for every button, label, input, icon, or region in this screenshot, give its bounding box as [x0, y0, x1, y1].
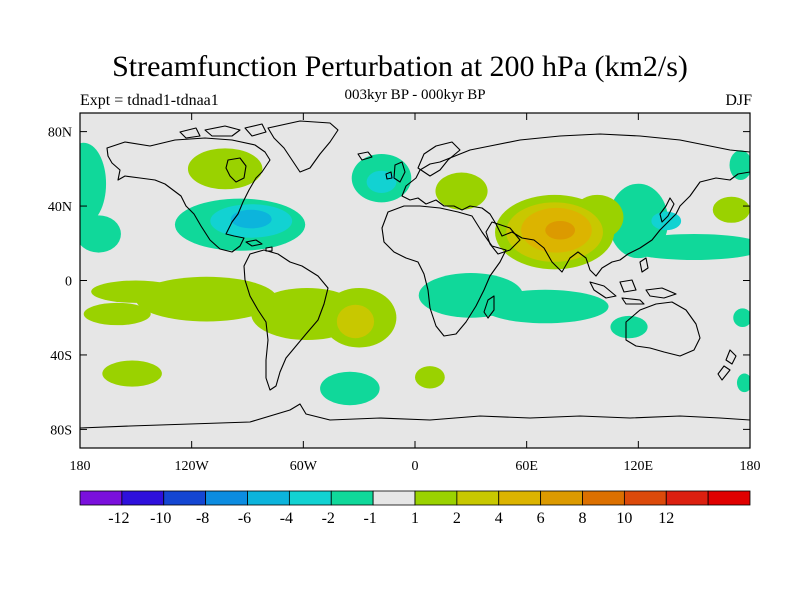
coastline-antarctica	[80, 403, 750, 429]
colorbar-swatch-8	[414, 490, 458, 506]
contour-region-pos2-18	[91, 280, 181, 303]
contour-region-neg1-6	[80, 142, 107, 225]
contour-region-neg1-5	[623, 233, 750, 261]
colorbar-label-2: -8	[196, 510, 209, 527]
colorbar-label-9: 4	[495, 510, 503, 527]
coastline-scandinavia	[417, 141, 461, 177]
coastline-japan	[659, 197, 675, 223]
colorbar-swatch-2	[163, 490, 207, 506]
colorbar-label-4: -4	[280, 510, 293, 527]
y-tick-label-0: 80N	[48, 126, 72, 141]
colorbar-swatch-5	[288, 490, 332, 506]
coastline-layer	[80, 120, 750, 429]
colorbar-label-11: 8	[579, 510, 587, 527]
colorbar-label-3: -6	[238, 510, 251, 527]
colorbar-swatch-9	[456, 490, 500, 506]
coastline-australia	[625, 301, 701, 357]
coastline-arctic-islands	[179, 123, 267, 139]
colorbar-swatch-3	[205, 490, 248, 506]
colorbar-label-5: -2	[322, 510, 335, 527]
x-tick-label-5: 120E	[624, 459, 654, 474]
y-tick-label-1: 40N	[48, 200, 72, 215]
colorbar-swatch-15	[707, 490, 751, 506]
colorbar-label-10: 6	[537, 510, 545, 527]
x-tick-label-1: 120W	[175, 459, 210, 474]
coastline-indonesia	[589, 257, 677, 305]
y-tick-label-4: 80S	[50, 423, 72, 438]
contour-region-neg1-9	[320, 371, 380, 406]
contour-region-neg4-30	[230, 209, 272, 229]
colorbar-label-0: -12	[108, 510, 129, 527]
coastline-iceland	[357, 151, 373, 161]
coastline-africa	[381, 205, 507, 337]
coastline-greenland	[267, 120, 339, 173]
coastline-arabia	[485, 221, 521, 255]
contour-region-pos2-19	[83, 302, 151, 326]
chart-subtitle: 003kyr BP - 000kyr BP	[344, 87, 486, 103]
x-tick-label-4: 60E	[515, 459, 538, 474]
colorbar-swatch-13	[623, 490, 667, 506]
contour-region-neg1-7	[80, 215, 121, 253]
x-tick-label-3: 0	[412, 459, 419, 474]
contour-region-pos2-20	[187, 148, 263, 190]
colorbar-label-8: 2	[453, 510, 461, 527]
contour-region-pos2-16	[251, 287, 363, 341]
contour-region-pos2-23	[102, 360, 162, 387]
colorbar-swatch-4	[247, 490, 290, 506]
contour-region-pos4-29	[336, 304, 375, 339]
contour-region-pos2-24	[415, 366, 445, 389]
colorbar-swatch-0	[79, 490, 123, 506]
contour-region-pos8-32	[545, 220, 576, 240]
y-tick-label-3: 40S	[50, 349, 72, 364]
coastline-hudson-bay	[225, 157, 247, 183]
coastline-south-america	[243, 249, 329, 391]
contour-region-neg2-27	[651, 211, 682, 231]
colorbar-swatch-12	[582, 490, 625, 506]
colorbar-label-7: 1	[411, 510, 419, 527]
coastline-britain	[385, 161, 406, 183]
contour-region-neg1-3	[482, 289, 609, 324]
coastline-north-america	[106, 137, 271, 253]
colorbar-swatch-6	[330, 490, 374, 506]
colorbar-label-6: -1	[363, 510, 376, 527]
x-tick-label-0: 180	[70, 459, 91, 474]
colorbar-swatch-7	[372, 490, 416, 506]
season-label: DJF	[725, 92, 752, 109]
axes-layer: 180 120W 60W 0 60E 120E 180 80N 40N 0 40S 80S	[48, 113, 761, 474]
x-tick-label-2: 60W	[290, 459, 318, 474]
y-tick-label-2: 0	[65, 275, 72, 290]
experiment-label: Expt = tdnad1-tdnaa1	[80, 92, 219, 109]
colorbar-label-12: 10	[616, 510, 632, 527]
colorbar-swatch-10	[498, 490, 542, 506]
coastline-new-zealand	[717, 349, 737, 381]
x-tick-label-6: 180	[740, 459, 761, 474]
colorbar-label-1: -10	[150, 510, 171, 527]
contour-region-neg1-12	[736, 373, 750, 393]
contour-region-pos2-21	[435, 172, 488, 210]
contour-fill-layer	[80, 142, 750, 406]
chart-title: Streamfunction Perturbation at 200 hPa (…	[112, 50, 688, 83]
contour-region-neg1-11	[733, 308, 750, 328]
coastline-eurasia	[401, 133, 750, 277]
colorbar-swatch-1	[121, 490, 165, 506]
colorbar-swatch-14	[665, 490, 709, 506]
contour-region-pos2-22	[712, 196, 750, 223]
contour-region-neg1-10	[610, 315, 648, 339]
colorbar-swatch-11	[540, 490, 583, 506]
coastline-madagascar	[483, 295, 495, 319]
contour-region-neg2-26	[366, 170, 397, 194]
colorbar: -12 -10 -8 -6 -4 -2 -1 1 2 4 6 8 10 12	[79, 490, 751, 527]
contour-region-neg1-8	[729, 150, 750, 180]
colorbar-label-13: 12	[658, 510, 674, 527]
